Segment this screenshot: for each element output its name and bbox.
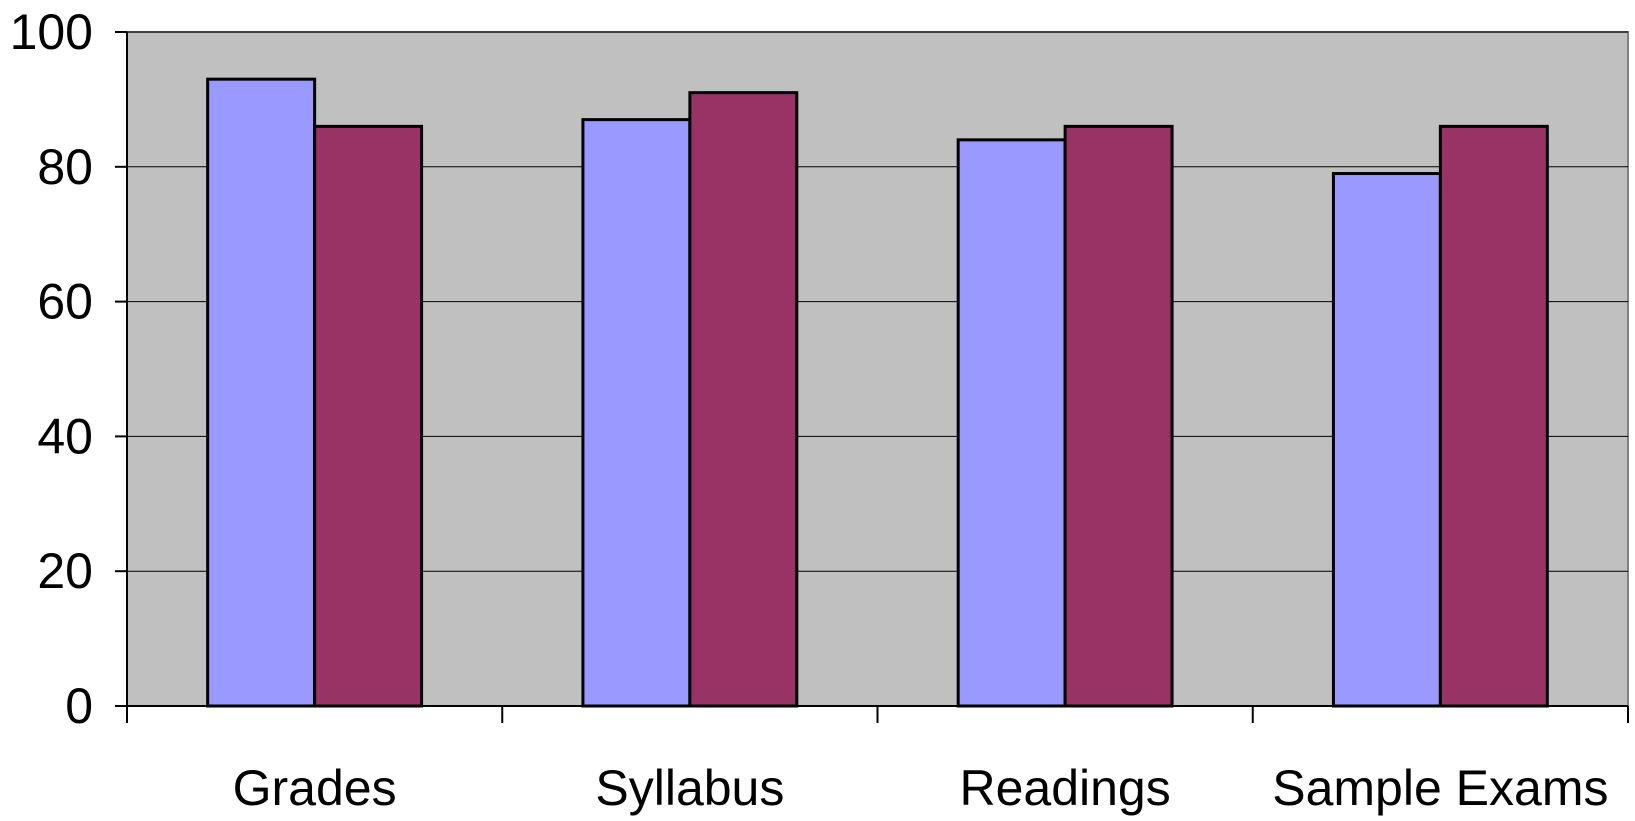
y-tick-label-60: 60 xyxy=(37,274,93,330)
y-tick-label-80: 80 xyxy=(37,139,93,195)
axes xyxy=(115,31,1629,723)
x-category-label-grades: Grades xyxy=(233,760,397,816)
bar-readings-series-1 xyxy=(956,138,1067,708)
y-tick-label-100: 100 xyxy=(10,4,93,60)
bar-readings-series-2 xyxy=(1063,124,1174,708)
bars xyxy=(206,77,1549,708)
x-category-label-syllabus: Syllabus xyxy=(595,760,784,816)
y-tick-label-0: 0 xyxy=(65,678,93,734)
y-tick-label-20: 20 xyxy=(37,543,93,599)
y-tick-labels: 0 20 40 60 80 100 xyxy=(10,4,93,734)
x-category-label-readings: Readings xyxy=(959,760,1170,816)
x-category-labels: Grades Syllabus Readings Sample Exams xyxy=(233,760,1609,816)
bar-syllabus-series-1 xyxy=(581,118,692,708)
bar-sample-exams-series-2 xyxy=(1438,124,1549,708)
bar-syllabus-series-2 xyxy=(688,91,799,708)
bar-grades-series-2 xyxy=(313,124,424,708)
x-category-label-sample-exams: Sample Exams xyxy=(1272,760,1608,816)
bar-grades-series-1 xyxy=(206,77,317,708)
y-tick-label-40: 40 xyxy=(37,408,93,464)
bar-sample-exams-series-1 xyxy=(1331,172,1442,708)
